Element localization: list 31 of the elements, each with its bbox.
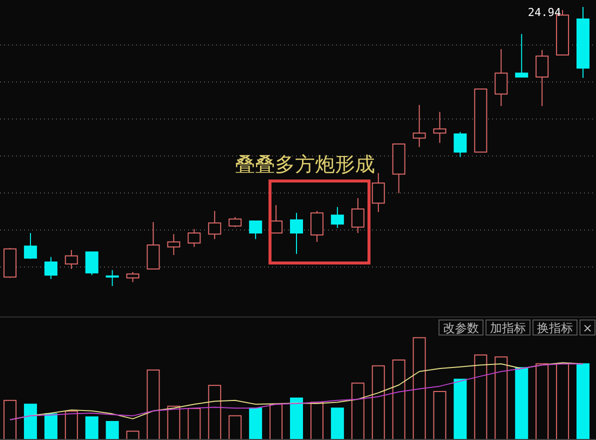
bar — [249, 408, 262, 440]
bar — [576, 363, 590, 440]
bar — [310, 402, 324, 440]
bar — [44, 413, 58, 440]
bar — [494, 356, 508, 440]
bar — [167, 406, 180, 440]
annotation: 24.94 — [528, 6, 561, 19]
bar — [290, 398, 303, 440]
bar — [433, 391, 446, 440]
bar — [372, 365, 385, 440]
bar — [208, 384, 222, 440]
bar — [392, 360, 406, 440]
bar — [556, 363, 570, 440]
annotation: 叠叠多方炮形成 — [235, 152, 375, 176]
bar — [454, 378, 467, 440]
bar — [515, 367, 528, 440]
bar — [188, 408, 201, 440]
bar — [474, 354, 488, 440]
bar — [64, 410, 78, 440]
bar — [106, 420, 119, 440]
bar — [412, 337, 426, 440]
bar — [24, 404, 37, 440]
bar — [126, 430, 140, 440]
bar — [146, 370, 160, 440]
bar — [85, 416, 98, 440]
bar — [228, 415, 242, 440]
bar — [330, 408, 344, 440]
bar — [536, 363, 549, 440]
bar — [270, 404, 283, 440]
bar — [351, 382, 364, 440]
bar — [4, 400, 16, 440]
